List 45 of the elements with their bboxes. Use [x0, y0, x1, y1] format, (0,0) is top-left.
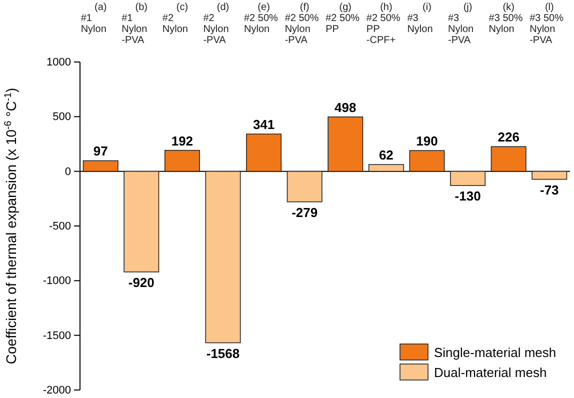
- data-label: 62: [378, 148, 394, 163]
- x-tick-label: (d) #2 Nylon -PVA: [203, 2, 230, 46]
- y-tick-label: 1000: [46, 56, 71, 69]
- x-tick-label: (a) #1 Nylon: [80, 2, 107, 35]
- bar: [328, 116, 364, 172]
- y-tick-label: 0: [64, 166, 71, 178]
- legend-label: Dual-material mesh: [434, 365, 547, 380]
- bar: [164, 150, 200, 172]
- data-label: -130: [454, 188, 481, 204]
- x-tick-label: (b) #1 Nylon -PVA: [122, 2, 148, 46]
- bar: [246, 134, 282, 172]
- x-tick-label: (i) #3 Nylon: [407, 2, 433, 35]
- y-tick-label: -1500: [42, 330, 71, 342]
- data-label: 498: [334, 100, 356, 115]
- data-label: 192: [171, 133, 194, 148]
- y-tick-label: 500: [52, 111, 71, 124]
- data-label: 226: [498, 130, 520, 145]
- y-tick-label: -1000: [42, 275, 71, 288]
- y-tick-label: -500: [48, 220, 71, 233]
- legend-label: Single-material mesh: [434, 345, 556, 360]
- data-label: -279: [292, 204, 318, 220]
- bar: [532, 170, 568, 180]
- bar: [409, 150, 445, 172]
- x-tick-label: (g) #2 50% PP: [326, 2, 360, 35]
- x-tick-label: (l) #3 50% Nylon -PVA: [530, 2, 564, 46]
- bar: [205, 170, 241, 344]
- data-label: -1568: [206, 346, 240, 361]
- x-tick-label: (c) #2 Nylon: [162, 2, 188, 35]
- x-tick-label: (e) #2 50% Nylon: [244, 2, 278, 35]
- data-label: 341: [252, 117, 275, 132]
- x-tick-label: (k) #3 50% Nylon: [488, 2, 523, 35]
- bar: [450, 170, 486, 186]
- x-tick-label: (j) #3 Nylon -PVA: [448, 2, 474, 46]
- bar: [286, 170, 322, 202]
- bar: [490, 146, 526, 172]
- x-tick-label: (h) #2 50% PP -CPF+: [366, 2, 400, 46]
- bar: [368, 164, 404, 172]
- data-label: -73: [540, 182, 559, 198]
- data-label: -920: [128, 274, 154, 290]
- data-label: 190: [416, 134, 438, 149]
- bar: [124, 170, 160, 272]
- x-tick-label: (f) #2 50% Nylon -PVA: [284, 2, 319, 46]
- data-label: 97: [93, 144, 108, 159]
- y-tick-label: -2000: [42, 384, 71, 397]
- bar: [82, 160, 118, 172]
